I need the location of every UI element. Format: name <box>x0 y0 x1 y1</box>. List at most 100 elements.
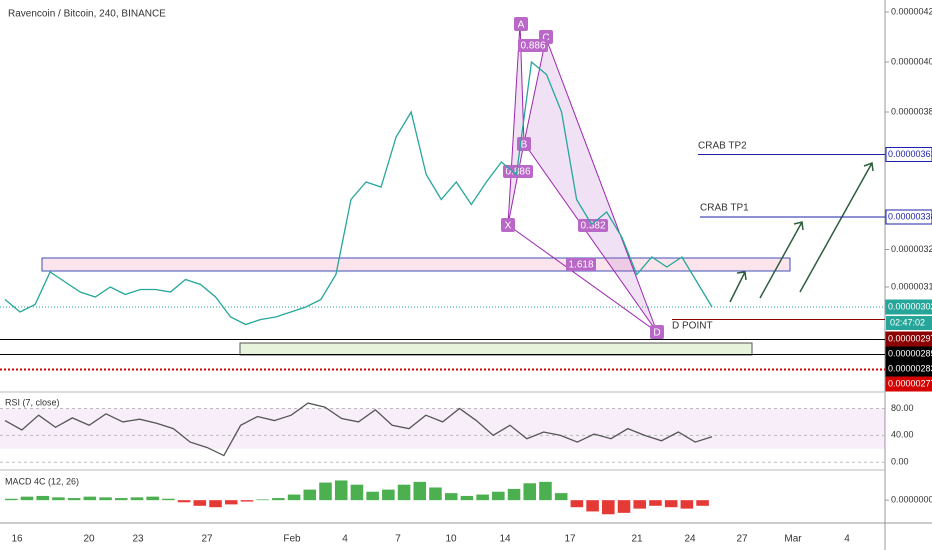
macd-bar <box>507 488 521 501</box>
macd-bar <box>177 500 191 503</box>
rsi-band <box>0 408 885 449</box>
macd-bar <box>476 494 489 501</box>
projection-arrows <box>729 161 874 303</box>
macd-bar <box>382 489 395 501</box>
macd-bar <box>240 500 254 502</box>
macd-bar <box>539 481 552 501</box>
support-zone <box>239 342 753 356</box>
point-label: D <box>653 328 660 339</box>
macd-bar <box>209 500 222 508</box>
macd-bar <box>413 481 427 501</box>
point-label: C <box>542 33 549 44</box>
macd-bar <box>52 497 65 501</box>
ratio-label: 0.886 <box>520 41 545 52</box>
price-tag-label: 0.00000297 <box>888 333 932 343</box>
price-tag <box>885 361 932 377</box>
macd-bar <box>5 498 18 501</box>
macd-bar <box>334 480 348 501</box>
ratio-box <box>518 39 548 52</box>
tp1-label: CRAB TP1 <box>700 203 749 214</box>
point-box <box>514 17 528 31</box>
macd-title: MACD 4C (12, 26) <box>5 476 79 486</box>
macd-bar <box>114 498 128 501</box>
macd-bar <box>617 500 631 513</box>
macd-bar <box>429 487 442 501</box>
macd-bar <box>20 496 34 501</box>
macd-bar <box>492 491 505 501</box>
macd-bar <box>319 482 332 501</box>
d-point-label: D POINT <box>672 321 713 332</box>
point-box <box>501 218 515 232</box>
ratio-box <box>566 258 596 271</box>
rsi-tick-label: 40.00 <box>891 430 914 440</box>
x-tick-label: 23 <box>132 534 144 545</box>
harmonic-bcd <box>523 36 658 333</box>
x-tick-label: 17 <box>564 534 576 545</box>
x-tick-label: 16 <box>11 534 23 545</box>
x-tick-label: Feb <box>283 534 301 545</box>
x-tick-label: 7 <box>395 534 401 545</box>
rsi-tick-label: 0.00 <box>891 457 909 467</box>
countdown-box <box>886 316 932 330</box>
macd-bar <box>256 499 269 501</box>
macd-bar <box>602 500 615 515</box>
countdown: 02:47:02 <box>890 317 925 327</box>
x-tick-label: 4 <box>342 534 348 545</box>
x-tick-label: 21 <box>631 534 643 545</box>
harmonic-xd <box>507 224 658 333</box>
tp2-label: CRAB TP2 <box>698 141 747 152</box>
rsi-tick-label: 80.00 <box>891 403 914 413</box>
macd-bar <box>523 483 537 501</box>
macd-bar <box>272 498 285 501</box>
price-tag <box>885 147 932 162</box>
price-line <box>4 60 713 326</box>
price-tag <box>885 331 932 347</box>
macd-bar <box>162 498 175 501</box>
rsi-line <box>4 402 713 457</box>
macd-bar <box>224 500 238 505</box>
macd-bar <box>554 493 568 501</box>
x-tick-label: 27 <box>201 534 213 545</box>
macd-bar <box>586 500 599 512</box>
point-label: B <box>521 140 528 151</box>
macd-bar <box>99 497 112 501</box>
ratio-label: 1.618 <box>568 260 593 271</box>
macd-bar <box>649 500 662 506</box>
macd-bar <box>680 500 694 509</box>
price-tag <box>885 346 932 362</box>
macd-bar <box>397 484 411 501</box>
price-tag-label: 0.00000277 <box>888 378 932 388</box>
y-tick-label: 0.00000325 <box>891 244 932 254</box>
macd-bar <box>67 498 81 501</box>
macd-bar <box>366 491 379 501</box>
macd-bar <box>130 497 144 501</box>
macd-bar <box>36 495 49 501</box>
macd-bar <box>570 500 584 508</box>
price-tag <box>885 376 932 392</box>
ratio-box <box>578 219 608 232</box>
macd-bar <box>633 500 647 509</box>
price-tag-label: 0.00000338 <box>888 211 932 221</box>
x-tick-label: 14 <box>499 534 511 545</box>
macd-tick-label: 0.00000000 <box>891 495 932 505</box>
point-label: A <box>518 20 525 31</box>
point-box <box>650 325 664 339</box>
resistance-zone <box>41 257 791 272</box>
macd-bar <box>460 495 474 501</box>
chart-title: Ravencoin / Bitcoin, 240, BINANCE <box>8 9 166 20</box>
macd-bar <box>664 500 678 508</box>
macd-bar <box>83 496 97 501</box>
ratio-box <box>503 165 533 178</box>
price-tag-label: 0.00000289 <box>888 348 932 358</box>
x-tick-label: 10 <box>445 534 457 545</box>
x-tick-label: Mar <box>784 534 802 545</box>
ratio-label: 0.886 <box>505 167 530 178</box>
macd-bar <box>696 500 709 506</box>
x-tick-label: 27 <box>736 534 748 545</box>
